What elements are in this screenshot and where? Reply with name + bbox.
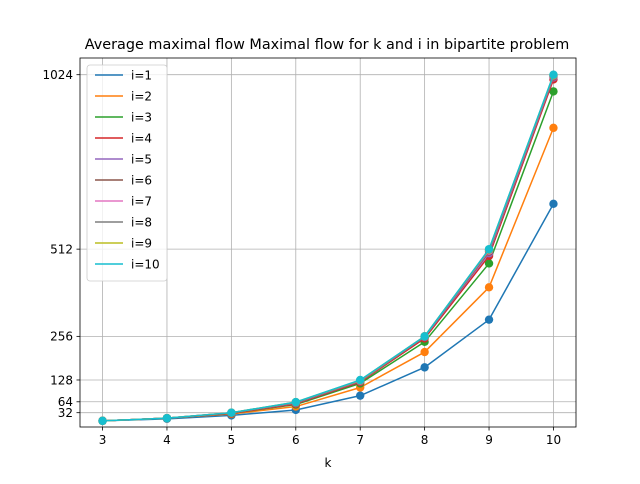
data-point (98, 416, 107, 426)
legend-label: i=4 (131, 131, 152, 145)
data-point (549, 199, 558, 209)
legend-frame (86, 64, 168, 282)
data-point (484, 259, 494, 268)
x-tick-label: 9 (485, 433, 493, 447)
data-point (484, 244, 494, 254)
y-tick-label: 32 (58, 406, 73, 420)
y-tick-label: 256 (50, 330, 73, 344)
legend: i=1 i=2 i=3 i=4 i=5 i=6 i=7 i=8 i=9 i=10 (86, 64, 168, 282)
data-point (549, 70, 558, 79)
legend-label: i=9 (131, 236, 152, 250)
x-tick-label: 6 (292, 433, 300, 447)
x-tick-label: 3 (99, 433, 107, 447)
legend-label: i=8 (131, 215, 152, 229)
data-point (420, 332, 429, 341)
legend-label: i=7 (131, 194, 152, 208)
legend-label: i=1 (131, 68, 152, 82)
data-point (484, 283, 494, 292)
y-tick-label: 64 (58, 395, 73, 409)
legend-label: i=10 (131, 257, 160, 271)
data-point (227, 408, 236, 417)
data-point (356, 391, 365, 400)
series-i-10 (98, 70, 558, 426)
data-point (484, 315, 494, 324)
y-tick-label: 512 (50, 242, 73, 256)
y-tick-label: 1024 (42, 68, 73, 82)
y-tick-label: 128 (50, 373, 73, 387)
series-line (102, 74, 555, 422)
data-point (162, 413, 172, 423)
grid-layer (80, 58, 576, 427)
x-tick-label: 4 (163, 433, 171, 447)
legend-label: i=6 (131, 173, 152, 187)
legend-label: i=3 (131, 110, 152, 124)
legend-label: i=2 (131, 89, 152, 103)
x-tick-label: 8 (421, 433, 429, 447)
chart-title: Average maximal flow Maximal flow for k … (85, 37, 569, 53)
x-axis-label: k (325, 456, 332, 470)
x-axis-ticks: 3 4 5 6 7 8 9 10 (99, 427, 561, 447)
x-tick-label: 7 (356, 433, 364, 447)
data-point (549, 123, 558, 133)
data-point (291, 397, 300, 407)
series-layer (98, 70, 558, 426)
data-point (356, 375, 365, 385)
x-tick-label: 5 (228, 433, 236, 447)
plot-area-frame (79, 57, 577, 428)
data-point (549, 87, 558, 96)
data-point (420, 347, 429, 357)
series-line (102, 127, 555, 422)
data-point (420, 363, 429, 372)
legend-label: i=5 (131, 152, 152, 166)
series-line (102, 203, 555, 422)
x-tick-label: 10 (546, 433, 561, 447)
